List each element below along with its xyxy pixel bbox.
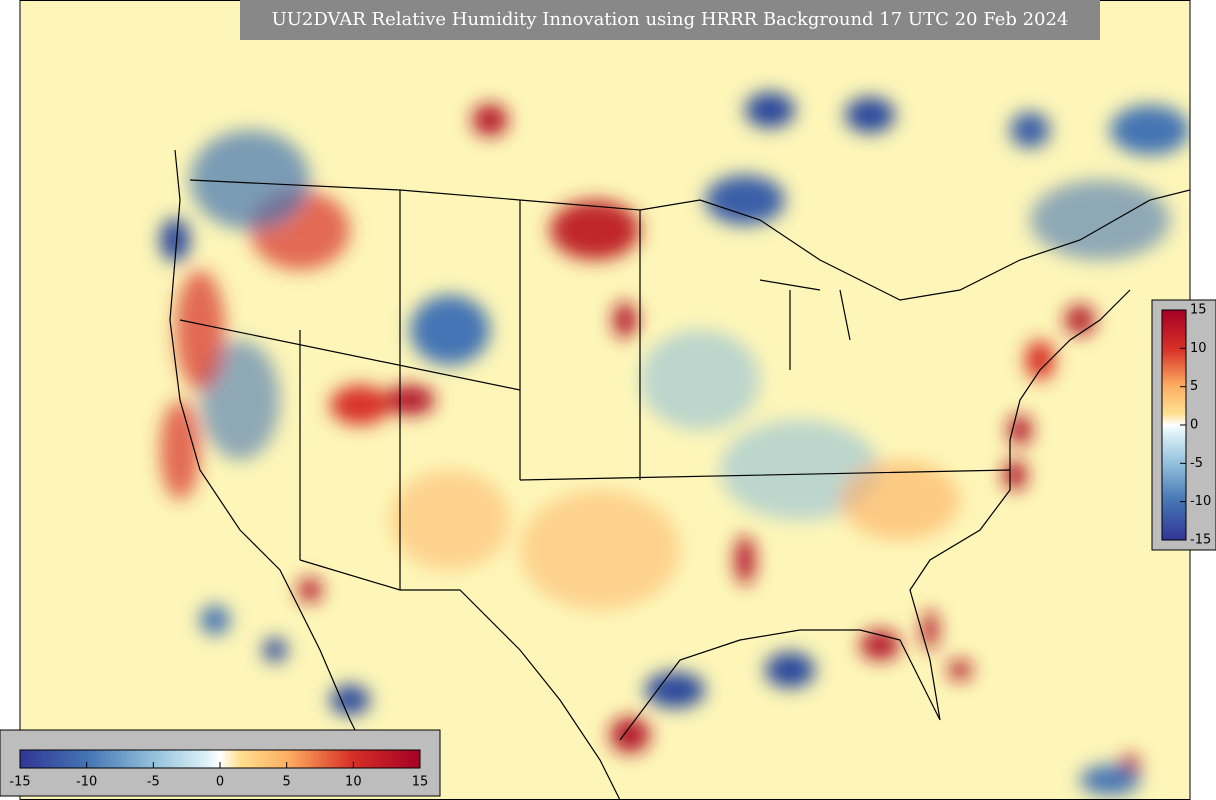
tick-label: -10 [76,775,97,790]
tick-label: -15 [1190,533,1211,548]
tick-label: -5 [1190,456,1203,471]
tick-label: -10 [1190,494,1211,509]
tick-label: 10 [1190,341,1207,356]
coastlines-and-borders [169,149,1190,800]
colorbar-ticks: -15 -10 -5 0 5 10 15 -15 -10 -5 0 5 10 15 [9,303,1211,790]
tick-label: 0 [1190,418,1198,433]
innovation-field [20,0,1190,800]
title-box [240,0,1100,40]
tick-label: 15 [1190,303,1207,318]
tick-label: 5 [283,775,291,790]
tick-label: -15 [9,775,30,790]
tick-label: 0 [216,775,224,790]
tick-label: 15 [412,775,429,790]
tick-label: 10 [345,775,362,790]
tick-label: 5 [1190,379,1198,394]
tick-label: -5 [147,775,160,790]
title: UU2DVAR Relative Humidity Innovation usi… [272,9,1069,30]
